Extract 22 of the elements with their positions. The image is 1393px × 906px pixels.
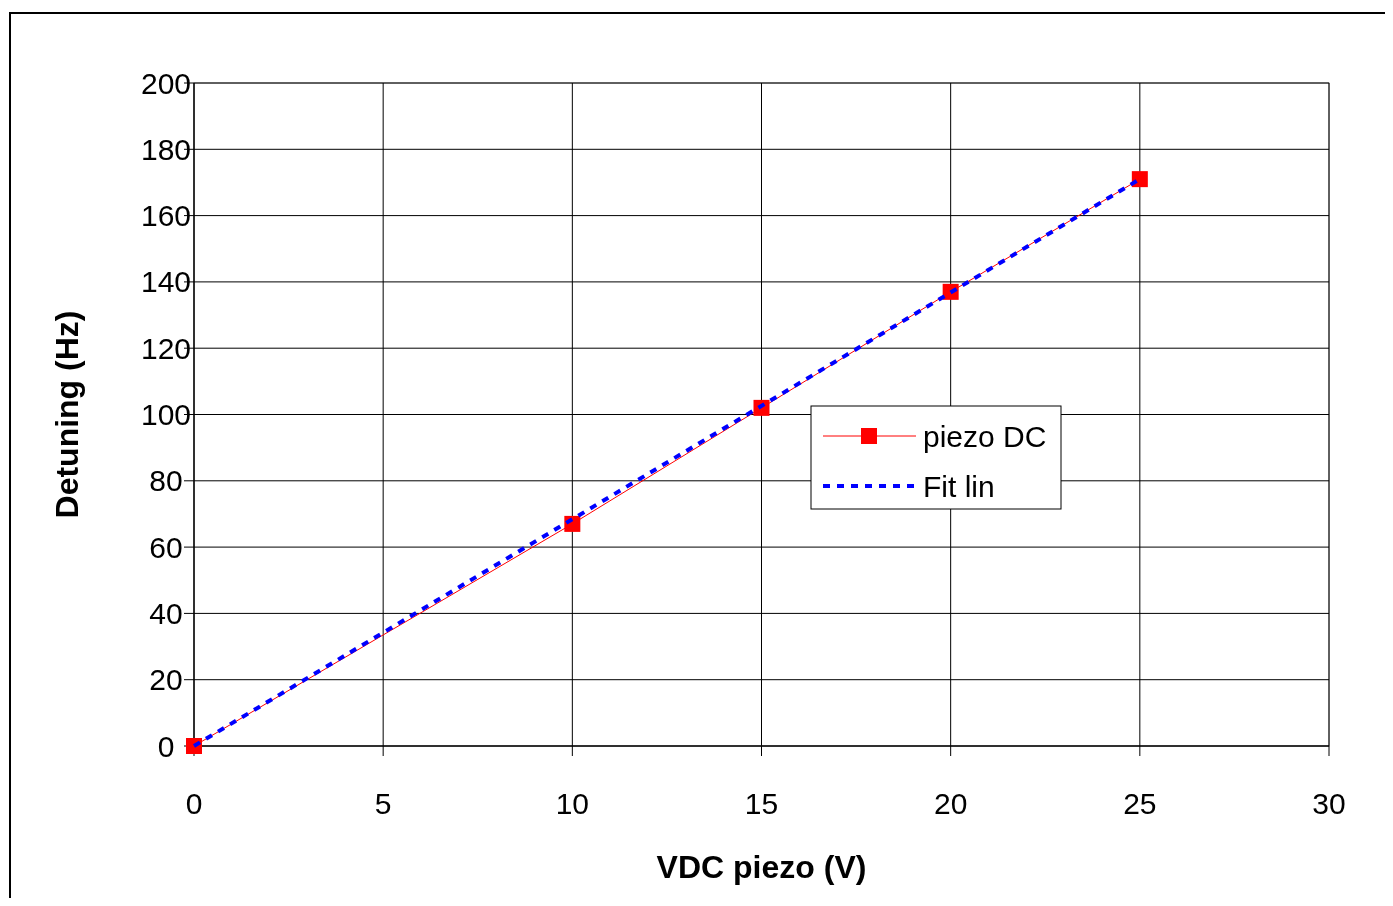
- y-tick-label: 40: [149, 596, 183, 630]
- x-tick-label: 10: [555, 787, 590, 820]
- y-tick-label: 100: [140, 398, 192, 431]
- y-tick-label: 160: [140, 199, 192, 233]
- x-tick-label: 20: [933, 787, 968, 820]
- y-tick-label: 180: [140, 132, 192, 166]
- x-tick-label: 25: [1123, 787, 1157, 820]
- x-tick-label: 5: [374, 787, 392, 820]
- x-tick-label: 15: [744, 787, 779, 820]
- y-tick-label: 0: [157, 729, 175, 763]
- y-tick-label: 80: [149, 464, 183, 498]
- point: [1131, 171, 1148, 188]
- x-axis-title: VDC piezo (V): [656, 849, 867, 885]
- y-tick-label: 140: [140, 265, 192, 299]
- legend-label: Fit lin: [923, 469, 995, 503]
- legend-label: piezo DC: [923, 419, 1047, 453]
- y-tick-label: 120: [140, 331, 192, 365]
- y-axis-title: Detuning (Hz): [49, 310, 85, 519]
- y-tick-label: 20: [149, 663, 183, 697]
- x-tick-label: 30: [1312, 787, 1346, 820]
- y-tick-label: 200: [140, 66, 192, 100]
- y-tick-label: 60: [149, 530, 183, 564]
